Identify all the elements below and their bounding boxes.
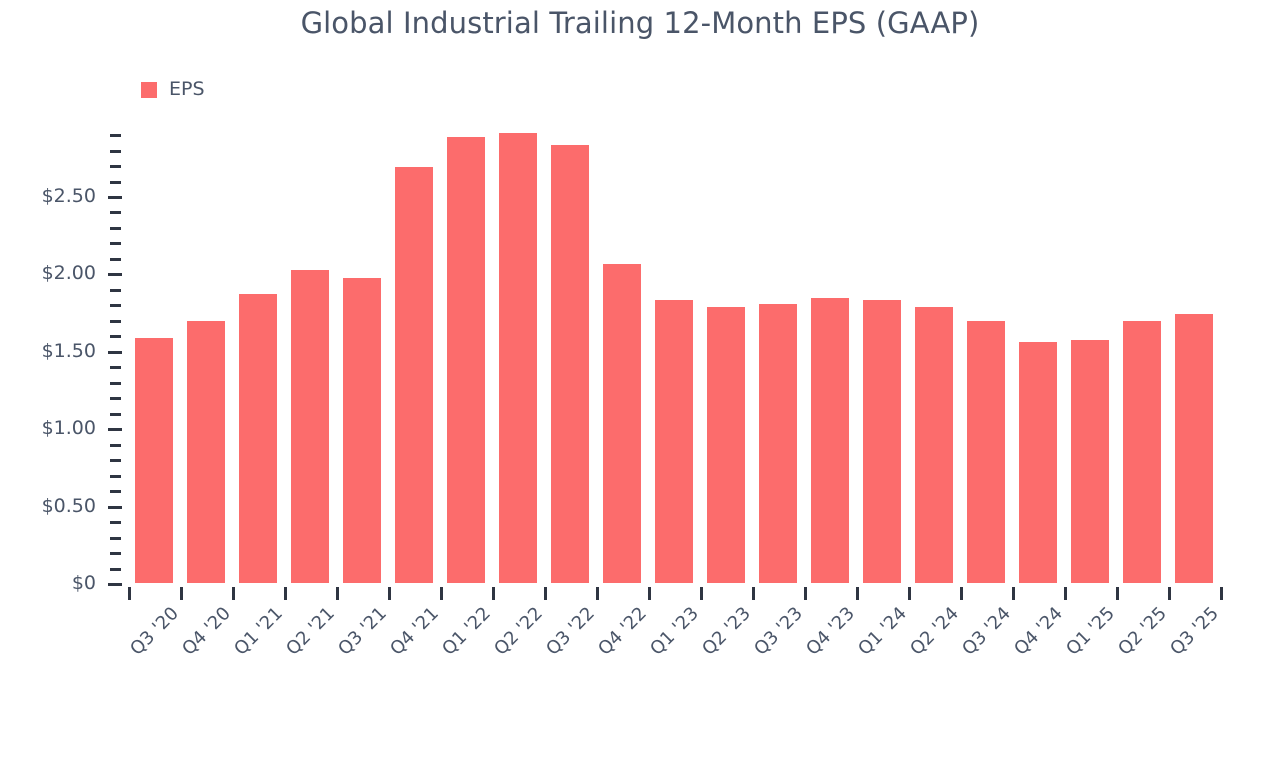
x-axis-tick [700,587,703,600]
bar[interactable] [395,166,433,583]
bar[interactable] [499,132,537,583]
y-axis-major-tick [108,428,122,432]
x-axis-tick [804,587,807,600]
y-axis-minor-tick [110,397,121,401]
bar-series-eps [128,131,1220,583]
x-axis-tick [1064,587,1067,600]
x-axis-ticks [128,587,1223,601]
legend-label-eps: EPS [169,78,205,100]
y-axis-minor-tick [110,242,121,246]
y-axis-minor-tick [110,567,121,571]
bar[interactable] [447,137,485,583]
bar[interactable] [1123,321,1161,583]
bar[interactable] [343,278,381,583]
x-axis-labels: Q3 '20 Q4 '20 Q1 '21 Q2 '21 Q3 '21 Q4 '21 Q1 '… [126,603,1223,713]
y-axis-minor-tick [110,180,121,184]
y-axis-minor-tick [110,304,121,308]
plot-area [128,131,1220,583]
bar[interactable] [759,304,797,583]
bar[interactable] [863,299,901,583]
y-axis-major-tick [108,350,122,354]
y-axis-minor-tick [110,366,121,370]
y-axis-minor-tick [110,443,121,447]
chart-title: Global Industrial Trailing 12-Month EPS … [300,6,980,40]
bar[interactable] [967,321,1005,583]
y-axis-tick-label: $2.00 [41,262,96,285]
y-axis-minor-tick [110,288,121,292]
y-axis-minor-tick [110,490,121,494]
y-axis-minor-tick [110,412,121,416]
bar[interactable] [811,298,849,583]
x-axis-tick [1220,587,1223,600]
x-axis-tick [752,587,755,600]
x-axis-tick [336,587,339,600]
bar[interactable] [1175,313,1213,583]
y-axis-tick-label: $0 [71,572,96,594]
bar[interactable] [187,321,225,583]
x-axis-tick [856,587,859,600]
y-axis-minor-tick [110,335,121,339]
bar[interactable] [551,144,589,583]
y-axis-minor-tick [110,211,121,215]
bar[interactable] [707,307,745,583]
y-axis-tick-label: $2.50 [41,185,96,207]
x-axis-tick [440,587,443,600]
y-axis-minor-tick [110,521,121,525]
y-axis-major-tick [108,505,122,509]
bar[interactable] [291,270,329,583]
y-axis-minor-tick [110,226,121,230]
x-axis-tick [1012,587,1015,600]
chart-legend: EPS [141,80,205,99]
y-axis-minor-tick [110,149,121,153]
y-axis-tick-label: $0.50 [41,494,96,517]
x-axis-tick [180,587,183,600]
x-axis-tick [284,587,287,600]
bar[interactable] [915,307,953,583]
bar[interactable] [239,293,277,583]
legend-swatch-eps [141,81,157,98]
y-axis-tick-label: $1.00 [41,417,96,440]
y-axis-minor-tick [110,319,121,323]
y-axis-minor-tick [110,134,121,138]
y-axis-minor-tick [110,459,121,463]
y-axis-minor-tick [110,474,121,478]
y-axis-minor-tick [110,381,121,385]
y-axis-tick-label: $1.50 [41,339,96,362]
bar[interactable] [1071,339,1109,583]
x-axis-tick [648,587,651,600]
x-axis-tick [1168,587,1171,600]
x-axis-tick [908,587,911,600]
x-axis-tick [544,587,547,600]
y-axis-minor-tick [110,257,121,261]
x-axis-tick [596,587,599,600]
chart-container: Global Industrial Trailing 12-Month EPS … [41,6,1223,713]
x-axis-tick [1116,587,1119,600]
y-axis-minor-tick [110,536,121,540]
x-axis-tick [232,587,235,600]
bar[interactable] [603,264,641,583]
bar[interactable] [655,299,693,583]
x-axis-tick [960,587,963,600]
x-axis-tick [128,587,131,600]
bar[interactable] [135,338,173,583]
x-axis-tick [388,587,391,600]
y-axis-minor-tick [110,552,121,556]
x-axis-tick [492,587,495,600]
bar[interactable] [1019,341,1057,583]
y-axis-minor-tick [110,165,121,169]
y-axis-major-tick [108,273,122,277]
y-axis-major-tick [108,583,122,586]
y-axis-major-tick [108,196,122,199]
